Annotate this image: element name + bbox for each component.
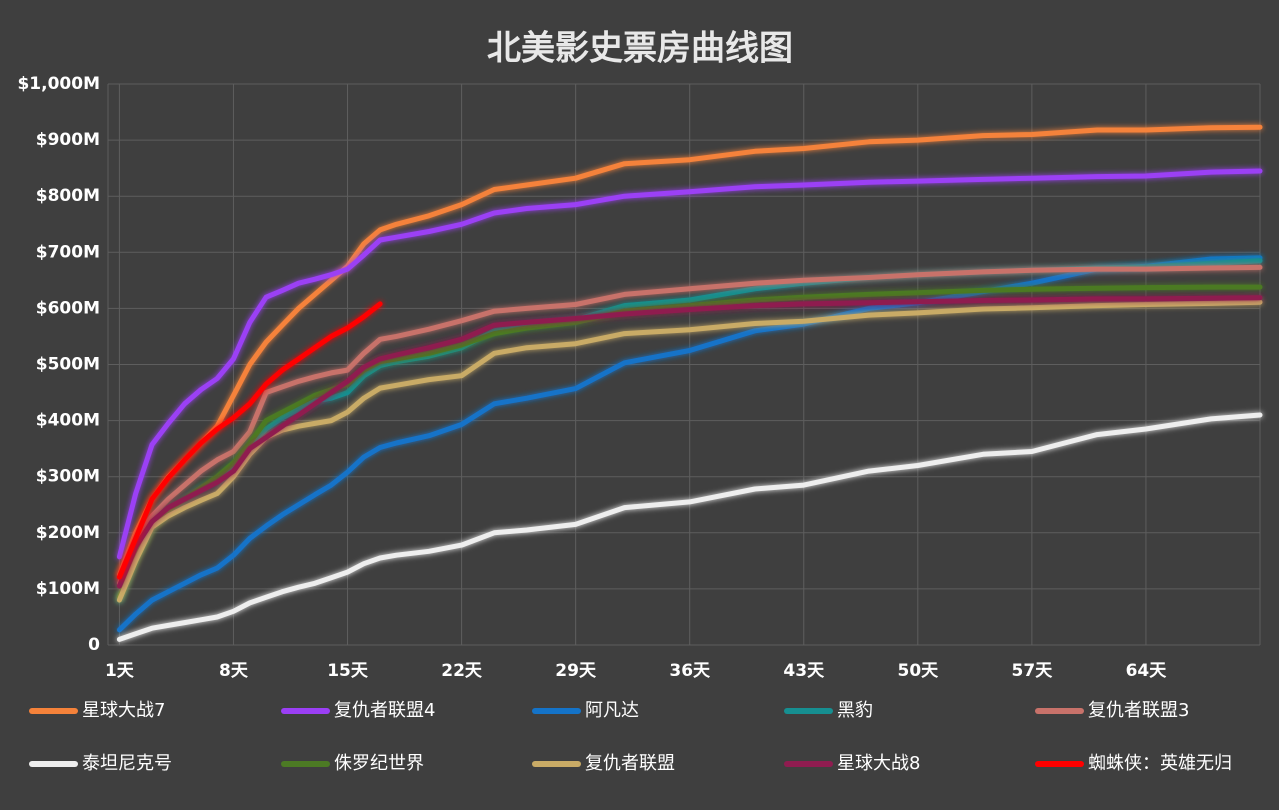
legend-item: 复仇者联盟4 (281, 700, 435, 721)
legend-item: 黑豹 (784, 700, 873, 721)
x-tick-label: 8天 (219, 661, 249, 681)
y-tick-label: $500M (36, 355, 100, 375)
legend-item: 侏罗纪世界 (281, 753, 424, 774)
legend-label: 星球大战7 (82, 700, 165, 721)
y-tick-label: 0 (88, 635, 100, 655)
legend-label: 复仇者联盟4 (334, 700, 435, 721)
y-tick-label: $900M (36, 130, 100, 150)
y-tick-label: $700M (36, 242, 100, 262)
y-tick-label: $800M (36, 186, 100, 206)
x-tick-label: 15天 (327, 661, 369, 681)
x-tick-label: 43天 (783, 661, 825, 681)
legend-label: 复仇者联盟3 (1088, 700, 1189, 721)
x-tick-label: 29天 (555, 661, 597, 681)
legend-label: 侏罗纪世界 (334, 753, 424, 774)
legend-label: 黑豹 (837, 700, 873, 721)
series-line (116, 295, 1263, 589)
y-tick-label: $300M (36, 467, 100, 487)
y-tick-label: $1,000M (17, 74, 100, 94)
series-line (116, 284, 1263, 600)
x-tick-label: 22天 (441, 661, 483, 681)
legend-label: 阿凡达 (585, 700, 639, 721)
y-tick-label: $200M (36, 523, 100, 543)
legend-label: 蜘蛛侠：英雄无归 (1088, 753, 1232, 774)
y-tick-label: $400M (36, 411, 100, 431)
legend-item: 复仇者联盟 (532, 753, 675, 774)
legend-item: 阿凡达 (532, 700, 639, 721)
legend-item: 复仇者联盟3 (1035, 700, 1189, 721)
series-line (116, 301, 383, 580)
legend-item: 星球大战7 (29, 700, 165, 721)
x-tick-label: 50天 (897, 661, 939, 681)
legend-item: 泰坦尼克号 (29, 753, 172, 774)
legend-label: 复仇者联盟 (585, 753, 675, 774)
x-tick-label: 1天 (105, 661, 135, 681)
legend-label: 泰坦尼克号 (82, 753, 172, 774)
chart-title: 北美影史票房曲线图 (487, 29, 793, 69)
legend-label: 星球大战8 (837, 753, 920, 774)
y-tick-label: $100M (36, 579, 100, 599)
series-line (116, 412, 1263, 642)
series-line (116, 264, 1263, 586)
x-tick-label: 57天 (1012, 661, 1054, 681)
x-tick-label: 64天 (1126, 661, 1168, 681)
series-line (116, 168, 1263, 560)
x-tick-label: 36天 (669, 661, 711, 681)
y-tick-label: $600M (36, 298, 100, 318)
legend-item: 蜘蛛侠：英雄无归 (1035, 753, 1232, 774)
legend-item: 星球大战8 (784, 753, 920, 774)
series-line (116, 299, 1263, 603)
